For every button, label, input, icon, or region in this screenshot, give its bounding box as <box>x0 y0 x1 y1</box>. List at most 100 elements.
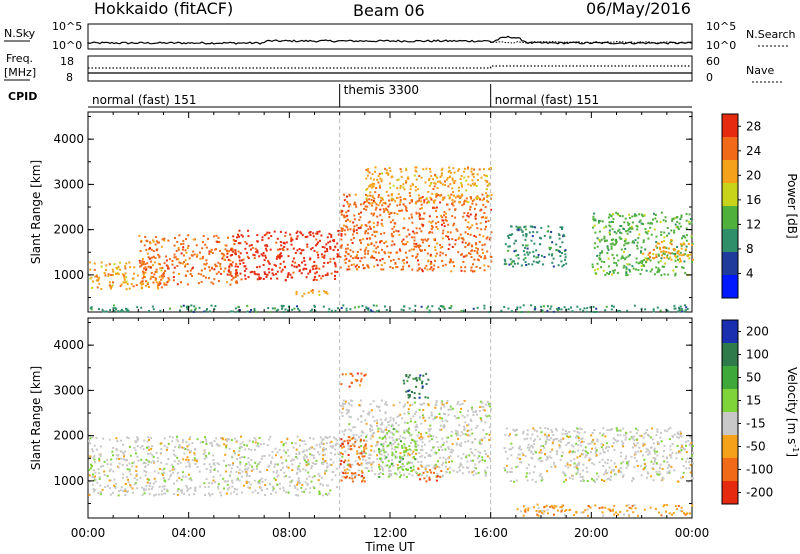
echo-cell <box>481 401 484 404</box>
echo-cell <box>447 413 450 416</box>
echo-cell <box>367 201 370 204</box>
echo-cell <box>374 235 377 238</box>
colorbar-segment <box>722 137 738 161</box>
y-tick-label: 2000 <box>53 429 84 443</box>
echo-cell <box>480 438 483 440</box>
echo-cell <box>655 245 658 248</box>
echo-cell <box>164 492 167 495</box>
echo-cell <box>672 217 675 220</box>
echo-cell <box>380 443 383 446</box>
echo-cell <box>354 306 356 309</box>
echo-cell <box>112 307 115 310</box>
echo-cell <box>106 475 109 478</box>
echo-cell <box>364 419 367 422</box>
echo-cell <box>343 258 346 261</box>
echo-cell <box>436 440 439 443</box>
echo-cell <box>228 273 231 276</box>
echo-cell <box>505 464 508 467</box>
echo-cell <box>177 459 180 462</box>
echo-cell <box>567 466 570 469</box>
echo-cell <box>482 203 485 206</box>
echo-cell <box>414 304 417 307</box>
echo-cell <box>112 304 115 307</box>
echo-cell <box>119 261 122 264</box>
echo-cell <box>526 251 528 254</box>
echo-cell <box>291 238 294 241</box>
echo-cell <box>174 454 177 457</box>
echo-cell <box>152 276 155 278</box>
echo-cell <box>387 424 390 427</box>
echo-cell <box>422 409 425 411</box>
echo-cell <box>212 454 215 457</box>
echo-cell <box>289 273 292 276</box>
echo-cell <box>234 307 237 310</box>
echo-cell <box>674 505 677 508</box>
echo-cell <box>114 307 117 310</box>
echo-cell <box>625 466 628 469</box>
echo-cell <box>256 278 259 281</box>
echo-cell <box>93 461 96 464</box>
echo-cell <box>427 454 430 457</box>
echo-cell <box>392 439 395 442</box>
echo-cell <box>454 216 457 219</box>
echo-cell <box>476 227 479 230</box>
echo-cell <box>677 250 680 252</box>
echo-cell <box>420 448 422 451</box>
echo-cell <box>506 457 509 460</box>
echo-cell <box>681 237 683 240</box>
echo-cell <box>242 261 245 264</box>
echo-cell <box>153 461 156 464</box>
echo-cell <box>441 259 444 262</box>
echo-cell <box>352 472 355 475</box>
echo-cell <box>321 439 324 441</box>
echo-cell <box>484 471 487 474</box>
echo-cell <box>646 476 648 479</box>
echo-cell <box>380 453 383 456</box>
echo-cell <box>224 248 227 251</box>
echo-cell <box>237 454 240 456</box>
echo-cell <box>445 436 448 439</box>
echo-cell <box>163 488 166 491</box>
echo-cell <box>238 235 240 238</box>
echo-cell <box>232 250 235 253</box>
echo-cell <box>526 247 529 250</box>
echo-cell <box>405 448 408 451</box>
echo-cell <box>612 305 615 308</box>
echo-cell <box>679 225 682 228</box>
echo-cell <box>668 471 671 474</box>
echo-cell <box>259 443 262 446</box>
echo-cell <box>377 175 380 178</box>
echo-cell <box>439 201 442 204</box>
echo-cell <box>363 250 366 253</box>
echo-cell <box>133 477 136 480</box>
echo-cell <box>457 251 460 254</box>
echo-cell <box>689 512 691 515</box>
echo-cell <box>598 257 601 260</box>
echo-cell <box>361 471 364 474</box>
echo-cell <box>527 443 530 446</box>
echo-cell <box>592 438 595 441</box>
echo-cell <box>670 258 673 261</box>
echo-cell <box>349 308 352 311</box>
echo-cell <box>450 460 453 463</box>
echo-cell <box>560 455 563 457</box>
echo-cell <box>669 426 672 429</box>
echo-cell <box>628 438 631 441</box>
echo-cell <box>303 490 306 493</box>
echo-cell <box>400 474 402 477</box>
echo-cell <box>379 457 382 460</box>
echo-cell <box>443 196 446 199</box>
echo-cell <box>380 196 383 199</box>
echo-cell <box>375 187 378 189</box>
echo-cell <box>617 513 619 516</box>
echo-cell <box>652 442 655 445</box>
echo-cell <box>163 239 166 242</box>
echo-cell <box>484 403 487 406</box>
echo-cell <box>302 451 305 453</box>
echo-cell <box>89 268 92 271</box>
echo-cell <box>237 233 239 236</box>
echo-cell <box>586 310 589 313</box>
echo-cell <box>593 463 596 466</box>
echo-cell <box>600 260 603 263</box>
echo-cell <box>166 281 169 284</box>
